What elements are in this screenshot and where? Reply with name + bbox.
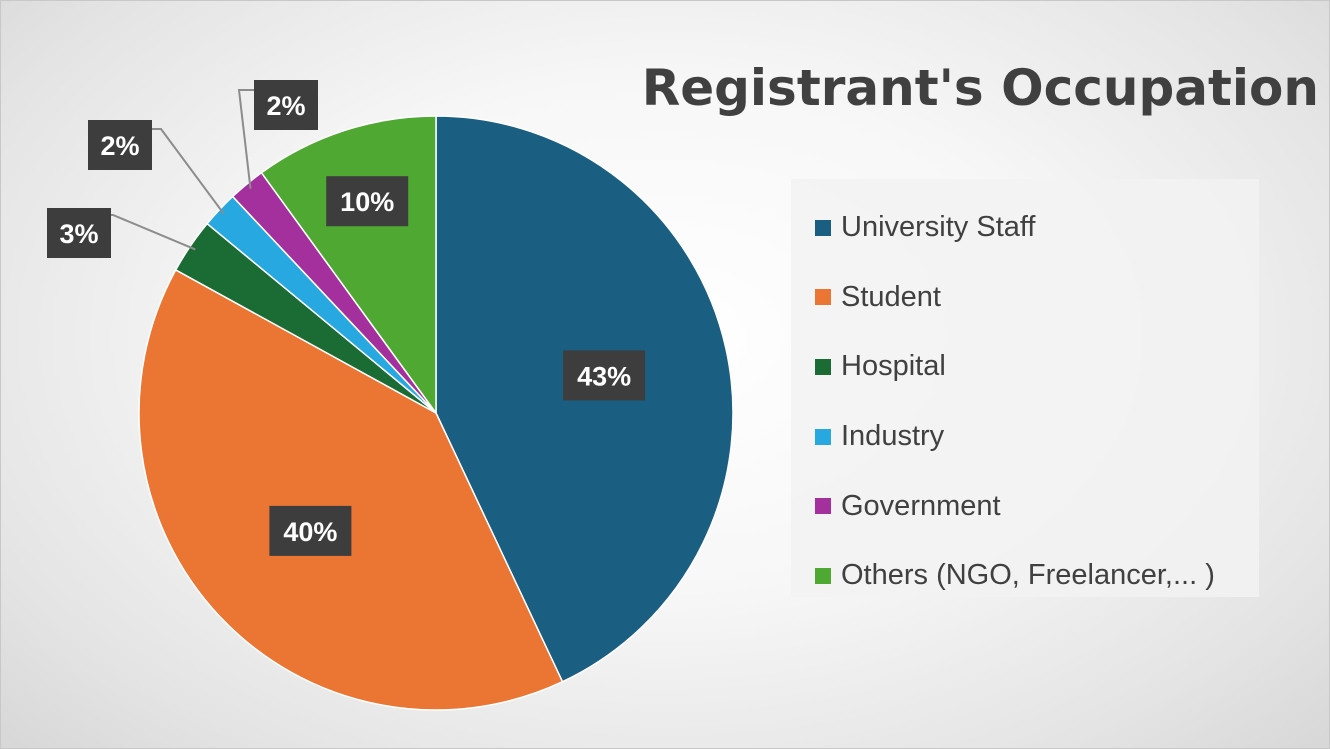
leader-line-industry — [150, 128, 225, 215]
data-label-value: 40% — [283, 517, 337, 547]
data-label-value: 3% — [59, 219, 98, 249]
legend-label: Government — [841, 489, 1001, 522]
pie-slice-student — [138, 268, 564, 711]
leader-line-hospital — [109, 214, 196, 251]
data-label-others-ngo-freelancer: 10% — [326, 176, 409, 227]
legend-swatch — [815, 567, 831, 584]
legend-item-others-ngo-freelancer: Others (NGO, Freelancer,... ) — [815, 541, 1259, 611]
legend-item-student: Student — [815, 263, 1259, 333]
data-label-value: 2% — [100, 131, 139, 161]
legend-item-industry: Industry — [815, 402, 1259, 472]
legend-label: Hospital — [841, 350, 946, 383]
legend-label: Industry — [841, 420, 945, 453]
chart-title: Registrant's Occupation — [641, 59, 1319, 117]
legend-label: Student — [841, 280, 941, 313]
data-label-student: 40% — [269, 505, 352, 556]
legend-swatch — [815, 498, 831, 515]
legend-swatch — [815, 219, 831, 236]
data-label-value: 10% — [340, 187, 394, 217]
data-label-value: 2% — [266, 91, 305, 121]
legend-swatch — [815, 428, 831, 445]
legend-item-government: Government — [815, 471, 1259, 541]
chart-legend: University Staff Student Hospital Industry G… — [791, 179, 1259, 597]
data-label-box — [47, 208, 111, 258]
data-label-value: 43% — [577, 361, 631, 391]
data-label-hospital: 3% — [47, 208, 111, 258]
data-label-box — [326, 176, 409, 227]
legend-swatch — [815, 358, 831, 375]
legend-swatch — [815, 289, 831, 306]
data-label-box — [563, 350, 646, 401]
data-label-box — [269, 505, 352, 556]
data-label-university-staff: 43% — [563, 350, 646, 401]
legend-item-university-staff: University Staff — [815, 193, 1259, 263]
legend-label: Others (NGO, Freelancer,... ) — [841, 559, 1215, 592]
data-label-industry: 2% — [88, 120, 152, 170]
legend-item-hospital: Hospital — [815, 332, 1259, 402]
data-label-box — [88, 120, 152, 170]
data-label-box — [254, 80, 318, 130]
legend-label: University Staff — [841, 211, 1036, 244]
data-label-government: 2% — [254, 80, 318, 130]
